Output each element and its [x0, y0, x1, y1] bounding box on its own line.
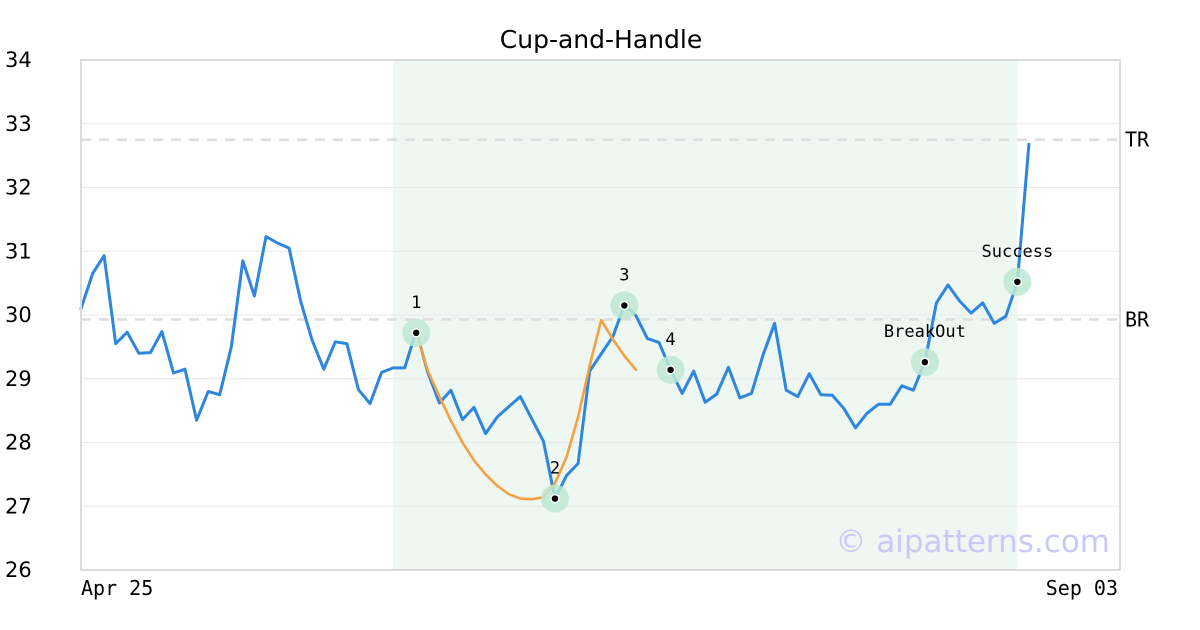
marker-dot [1012, 277, 1023, 287]
y-tick-label: 31 [5, 239, 32, 263]
y-tick-label: 30 [5, 303, 32, 327]
pattern-point-label: 3 [619, 265, 629, 285]
x-tick-label: Apr 25 [81, 576, 153, 600]
x-axis-ticks: Apr 25 Sep 03 [81, 576, 1118, 600]
marker-dot [619, 300, 630, 311]
reference-line-label: BR [1125, 307, 1150, 331]
gridlines [81, 123, 1120, 507]
pattern-markers: 1 2 3 4 BreakOut Success [402, 242, 1053, 513]
marker-dot [920, 357, 930, 367]
watermark: © aipatterns.com [835, 524, 1110, 560]
marker-dot [665, 365, 676, 375]
pattern-point-label: BreakOut [884, 322, 966, 342]
plot-frame [80, 59, 1121, 571]
y-tick-label: 33 [5, 112, 32, 136]
reference-lines [81, 138, 1120, 321]
y-tick-label: 32 [5, 176, 32, 200]
cup-fit-line [414, 318, 638, 501]
y-tick-label: 29 [5, 367, 32, 391]
pattern-point-label: Success [982, 242, 1054, 262]
pattern-point-label: 2 [550, 459, 560, 479]
x-tick-label: Sep 03 [1046, 576, 1118, 600]
y-tick-label: 26 [5, 558, 32, 582]
pattern-point-label: 4 [665, 330, 675, 350]
marker-dot [411, 328, 421, 338]
reference-line-labels: TR BR [1125, 128, 1150, 332]
y-axis-ticks: 26 27 28 29 30 31 32 33 34 [5, 48, 32, 582]
y-tick-label: 34 [5, 48, 32, 72]
chart-title: Cup-and-Handle [500, 25, 702, 54]
y-tick-label: 27 [5, 494, 32, 518]
marker-dot [550, 493, 560, 504]
reference-line-label: TR [1125, 128, 1150, 152]
y-tick-label: 28 [5, 431, 32, 455]
pattern-point-label: 1 [411, 293, 421, 313]
